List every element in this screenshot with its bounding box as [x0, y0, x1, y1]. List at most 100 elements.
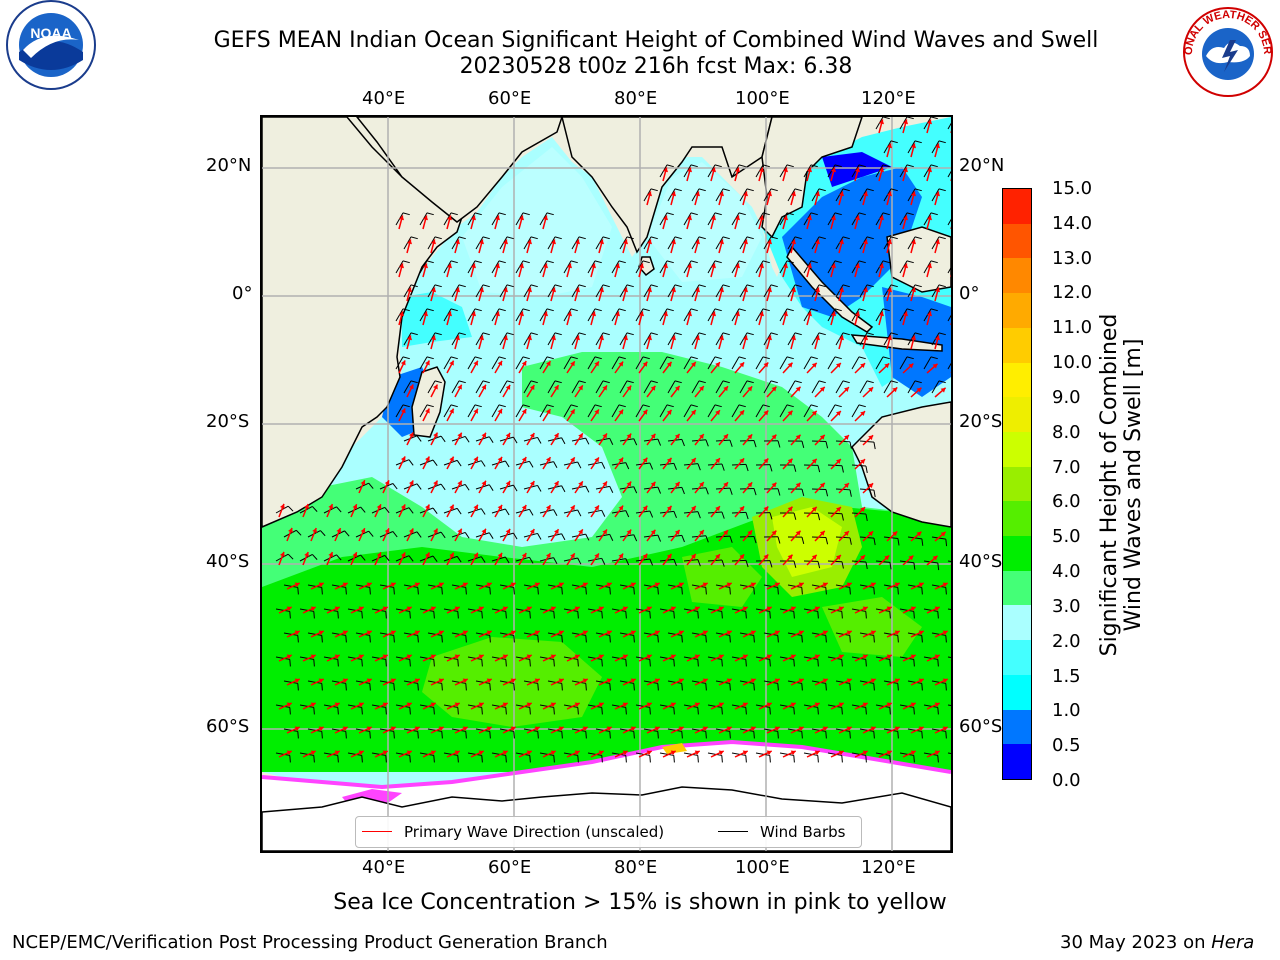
wave-arrow-head [647, 239, 653, 245]
wave-arrow-head [934, 606, 940, 612]
wind-barb-flag [577, 659, 579, 667]
wave-arrow-head [554, 385, 559, 391]
wave-arrow-head [911, 287, 917, 293]
wave-arrow-head [551, 335, 557, 341]
lon-tick-top: 100°E [735, 88, 790, 109]
wave-arrow-head [815, 287, 821, 293]
wind-barb-flag [714, 404, 722, 408]
wind-barb-flag [457, 611, 459, 619]
wind-barb-flag [721, 511, 725, 519]
wind-barb-flag [849, 441, 852, 449]
wave-arrow-head [863, 239, 869, 245]
wind-barb-flag [897, 538, 900, 546]
wind-barb-flag [858, 164, 866, 168]
wind-barb [371, 656, 386, 660]
colorbar-segment [1003, 570, 1031, 606]
wave-arrow-head [894, 582, 900, 588]
wind-barb [491, 608, 506, 612]
wind-barb-flag [553, 659, 555, 667]
wave-arrow-head [286, 606, 292, 612]
wind-barb-flag [289, 611, 291, 619]
wind-barb-flag [546, 356, 554, 360]
wave-arrow-head [630, 678, 636, 684]
wave-arrow-head [543, 311, 549, 317]
wave-arrow-head [715, 506, 720, 512]
wave-arrow-head [694, 750, 700, 756]
wave-arrow-head [870, 726, 876, 732]
wind-barb-flag [841, 611, 843, 619]
wind-barb-flag [337, 659, 339, 667]
wind-barb [707, 656, 722, 660]
wind-barb [611, 608, 626, 612]
wind-barb-flag [601, 462, 606, 469]
wave-arrow-head [618, 505, 624, 511]
wind-barb-flag [578, 284, 586, 288]
wave-arrow-head [423, 311, 429, 317]
wave-arrow-head [718, 654, 724, 660]
wind-barb-flag [834, 212, 842, 216]
wind-barb [323, 608, 338, 612]
wave-arrow-head [767, 287, 773, 293]
wave-arrow-head [903, 215, 909, 221]
wave-arrow-head [862, 702, 868, 708]
wind-barb-flag [657, 731, 659, 739]
wind-barb [467, 608, 482, 612]
wind-barb-flag [480, 460, 486, 467]
wind-barb [907, 380, 916, 394]
wave-arrow-head [408, 480, 414, 486]
wind-barb-flag [578, 332, 586, 336]
wind-barb-flag [786, 164, 794, 168]
wind-barb-flag [618, 404, 626, 408]
wave-arrow-head [433, 384, 438, 390]
wind-barb [475, 728, 490, 732]
wind-barb-flag [801, 683, 803, 691]
wind-barb-flag [937, 562, 940, 571]
wind-barb-flag [642, 404, 650, 408]
wave-arrow-head [481, 384, 487, 390]
wind-barb-flag [906, 308, 914, 312]
wind-barb-flag [522, 404, 530, 408]
wind-barb [587, 656, 602, 660]
wave-arrow-head [431, 287, 437, 293]
wave-arrow-head [940, 387, 946, 393]
wind-barb-flag [432, 507, 438, 514]
wind-barb-flag [489, 635, 491, 643]
wave-arrow-head [771, 434, 777, 440]
wave-arrow-head [835, 459, 841, 464]
wave-arrow-head [670, 750, 676, 756]
wind-barb [475, 584, 490, 588]
wind-barb-flag [289, 755, 291, 763]
wind-barb [595, 584, 610, 588]
wind-barb-flag [674, 380, 682, 384]
wave-arrow-head [471, 215, 477, 221]
wave-arrow-head [822, 678, 828, 684]
colorbar-segment [1003, 362, 1031, 398]
wind-barb [523, 632, 538, 636]
wind-barb-flag [416, 531, 422, 538]
wind-barb-flag [914, 236, 922, 240]
wind-barb [755, 656, 770, 660]
wave-arrow-head [447, 215, 453, 221]
wind-barb [563, 356, 572, 370]
wind-barb-flag [529, 659, 531, 667]
wind-barb-flag [738, 308, 746, 312]
wind-barb-flag [609, 486, 614, 493]
wave-arrow-head [726, 630, 732, 636]
wave-arrow-head [934, 654, 940, 660]
wave-arrow-head [699, 386, 704, 392]
wind-barb [691, 584, 706, 588]
wave-arrow-head [342, 630, 348, 636]
wind-barb [643, 680, 658, 684]
wave-arrow-head [602, 529, 607, 535]
wind-barb-flag [561, 635, 563, 643]
wind-barb-flag [794, 380, 802, 384]
wind-barb-flag [433, 659, 435, 667]
wind-barb [851, 656, 866, 660]
wave-arrow-head [502, 654, 508, 660]
wave-arrow-head [862, 750, 868, 756]
wind-barb-flag [609, 438, 614, 445]
wind-barb-flag [890, 380, 898, 384]
wave-arrow-head [447, 311, 453, 317]
wave-arrow-head [767, 335, 773, 341]
wind-barb-flag [906, 212, 914, 216]
